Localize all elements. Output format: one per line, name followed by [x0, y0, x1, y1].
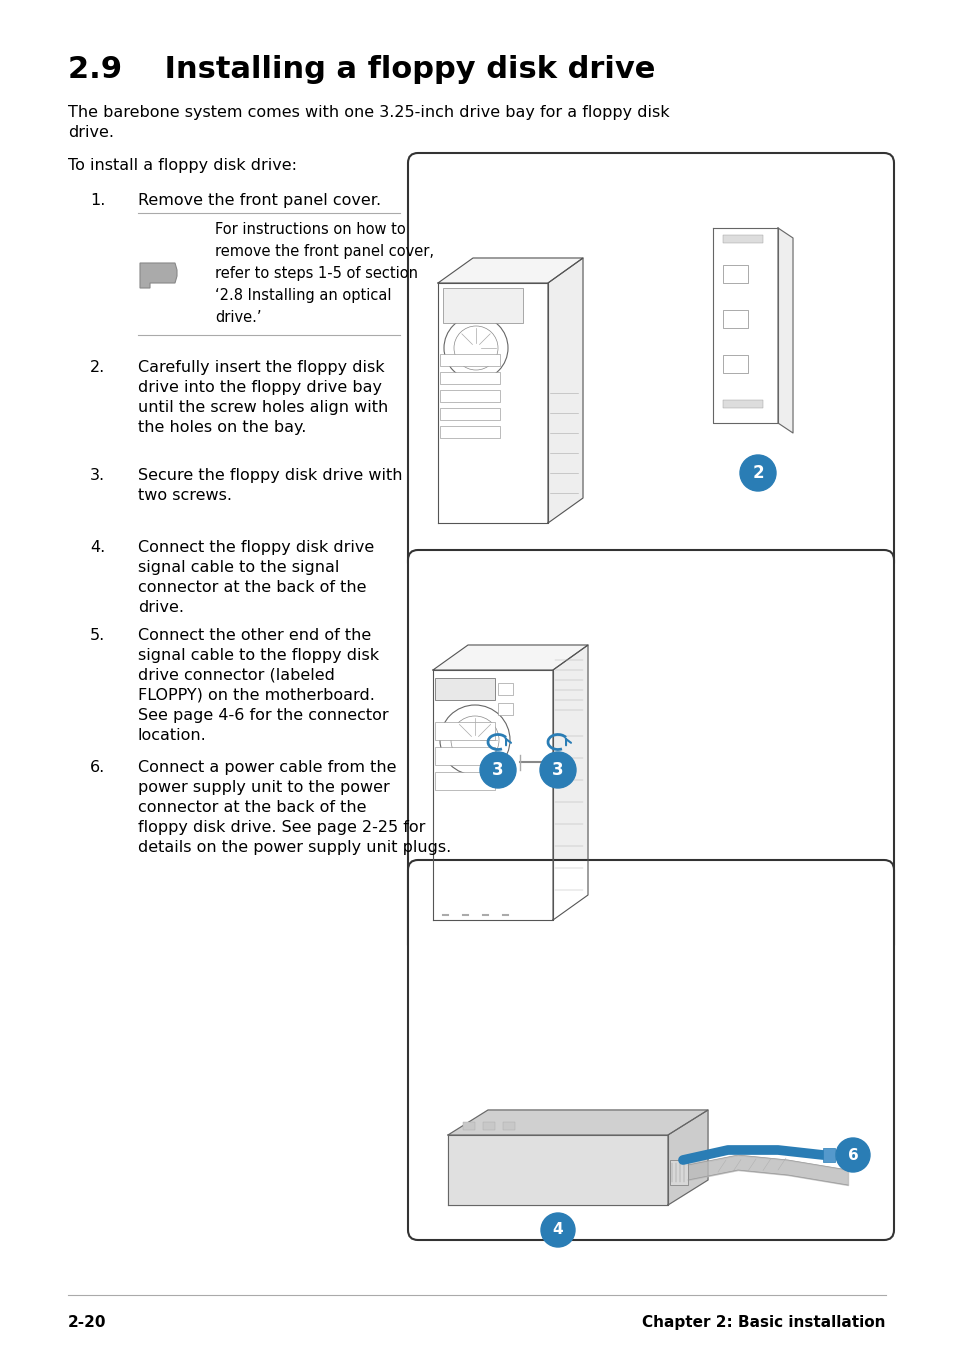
Bar	[722, 265, 747, 282]
Polygon shape	[712, 228, 778, 423]
Circle shape	[835, 1138, 869, 1173]
Polygon shape	[437, 258, 582, 282]
Text: See page 4-6 for the connector: See page 4-6 for the connector	[138, 708, 388, 723]
Text: drive.’: drive.’	[214, 309, 261, 326]
Circle shape	[451, 716, 498, 765]
Text: connector at the back of the: connector at the back of the	[138, 580, 366, 594]
Bar	[439, 426, 499, 438]
Circle shape	[740, 455, 775, 490]
Text: 2.9    Installing a floppy disk drive: 2.9 Installing a floppy disk drive	[68, 55, 655, 84]
Text: 3: 3	[492, 761, 503, 780]
FancyBboxPatch shape	[408, 153, 893, 573]
Polygon shape	[433, 644, 587, 670]
FancyBboxPatch shape	[408, 550, 893, 955]
Circle shape	[443, 316, 507, 380]
Circle shape	[540, 1213, 575, 1247]
Text: 6.: 6.	[90, 761, 105, 775]
Text: drive.: drive.	[68, 126, 113, 141]
Text: FLOPPY) on the motherboard.: FLOPPY) on the motherboard.	[138, 688, 375, 703]
Text: refer to steps 1-5 of section: refer to steps 1-5 of section	[214, 266, 417, 281]
Text: remove the front panel cover,: remove the front panel cover,	[214, 245, 434, 259]
Circle shape	[539, 753, 576, 788]
Text: 2.: 2.	[90, 359, 105, 376]
Text: two screws.: two screws.	[138, 488, 232, 503]
Text: To install a floppy disk drive:: To install a floppy disk drive:	[68, 158, 296, 173]
Bar	[669, 1161, 687, 1185]
Text: Remove the front panel cover.: Remove the front panel cover.	[138, 193, 381, 208]
Text: location.: location.	[138, 728, 207, 743]
Bar	[435, 678, 495, 700]
Bar	[439, 354, 499, 366]
Bar	[722, 235, 762, 243]
Bar	[822, 1148, 834, 1162]
Bar	[439, 372, 499, 384]
Polygon shape	[448, 1135, 667, 1205]
Text: power supply unit to the power: power supply unit to the power	[138, 780, 390, 794]
Text: signal cable to the signal: signal cable to the signal	[138, 561, 339, 576]
Text: drive.: drive.	[138, 600, 184, 615]
Bar	[435, 747, 495, 765]
Bar	[722, 400, 762, 408]
Bar	[439, 408, 499, 420]
Circle shape	[439, 705, 510, 775]
Text: Connect the floppy disk drive: Connect the floppy disk drive	[138, 540, 374, 555]
Text: Chapter 2: Basic installation: Chapter 2: Basic installation	[641, 1315, 885, 1329]
Text: 2: 2	[751, 463, 763, 482]
Text: until the screw holes align with: until the screw holes align with	[138, 400, 388, 415]
Bar	[482, 1121, 495, 1129]
Bar	[502, 1121, 515, 1129]
Text: drive connector (labeled: drive connector (labeled	[138, 667, 335, 684]
Text: the holes on the bay.: the holes on the bay.	[138, 420, 306, 435]
Bar	[435, 721, 495, 740]
Text: 3: 3	[552, 761, 563, 780]
Bar	[497, 703, 513, 715]
Bar	[722, 355, 747, 373]
Text: 4: 4	[552, 1223, 562, 1238]
Polygon shape	[778, 228, 792, 434]
Bar	[442, 288, 522, 323]
Text: 6: 6	[846, 1147, 858, 1162]
Text: Secure the floppy disk drive with: Secure the floppy disk drive with	[138, 467, 402, 484]
Bar	[497, 684, 513, 694]
Circle shape	[454, 326, 497, 370]
Text: Connect a power cable from the: Connect a power cable from the	[138, 761, 396, 775]
Polygon shape	[448, 1111, 707, 1135]
Bar	[439, 390, 499, 403]
Polygon shape	[667, 1111, 707, 1205]
Text: 2-20: 2-20	[68, 1315, 107, 1329]
Bar	[435, 771, 495, 790]
PathPatch shape	[140, 263, 177, 288]
Text: 4.: 4.	[90, 540, 105, 555]
Text: floppy disk drive. See page 2-25 for: floppy disk drive. See page 2-25 for	[138, 820, 425, 835]
Bar	[462, 1121, 475, 1129]
Polygon shape	[547, 258, 582, 523]
Text: signal cable to the floppy disk: signal cable to the floppy disk	[138, 648, 378, 663]
Text: connector at the back of the: connector at the back of the	[138, 800, 366, 815]
Text: Carefully insert the floppy disk: Carefully insert the floppy disk	[138, 359, 384, 376]
Text: 1.: 1.	[90, 193, 105, 208]
Text: For instructions on how to: For instructions on how to	[214, 222, 405, 236]
Text: ‘2.8 Installing an optical: ‘2.8 Installing an optical	[214, 288, 391, 303]
Text: drive into the floppy drive bay: drive into the floppy drive bay	[138, 380, 381, 394]
Text: 3.: 3.	[90, 467, 105, 484]
Bar	[722, 309, 747, 328]
Text: The barebone system comes with one 3.25-inch drive bay for a floppy disk: The barebone system comes with one 3.25-…	[68, 105, 669, 120]
Circle shape	[479, 753, 516, 788]
Text: details on the power supply unit plugs.: details on the power supply unit plugs.	[138, 840, 451, 855]
Text: 5.: 5.	[90, 628, 105, 643]
Polygon shape	[553, 644, 587, 920]
FancyBboxPatch shape	[408, 861, 893, 1240]
Text: Connect the other end of the: Connect the other end of the	[138, 628, 371, 643]
